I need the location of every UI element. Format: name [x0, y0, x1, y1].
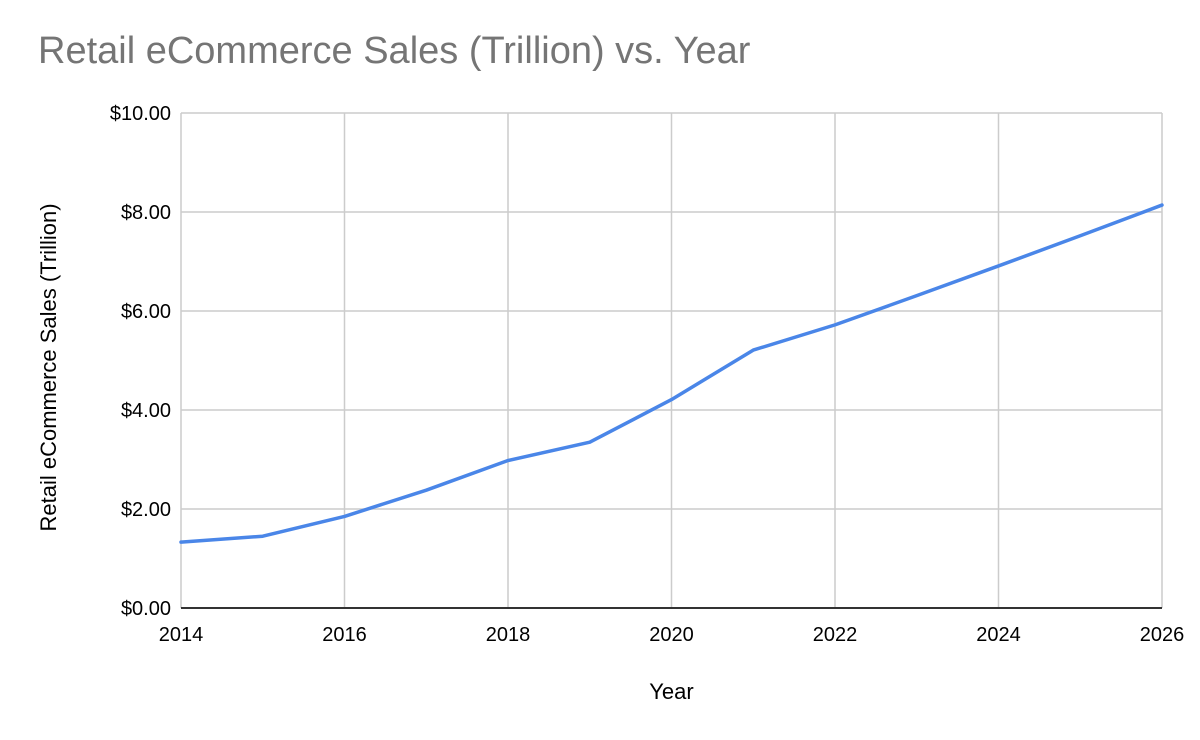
x-tick-label: 2026	[1140, 624, 1185, 646]
y-tick-label: $2.00	[121, 499, 171, 521]
x-tick-label: 2018	[486, 624, 531, 646]
x-tick-label: 2016	[322, 624, 367, 646]
grid-lines	[180, 112, 1163, 609]
series-group	[179, 203, 1164, 544]
y-tick-label: $4.00	[121, 400, 171, 422]
y-tick-label: $10.00	[110, 103, 171, 125]
y-axis-ticks: $0.00 $2.00 $4.00 $6.00 $8.00 $10.00	[110, 103, 171, 620]
x-tick-label: 2014	[159, 624, 204, 646]
y-tick-label: $0.00	[121, 598, 171, 620]
x-tick-label: 2022	[813, 624, 858, 646]
y-tick-label: $8.00	[121, 202, 171, 224]
series-line	[179, 203, 1164, 544]
y-axis-title: Retail eCommerce Sales (Trillion)	[36, 203, 61, 531]
x-axis-ticks: 2014 2016 2018 2020 2022 2024 2026	[159, 624, 1185, 646]
chart-title: Retail eCommerce Sales (Trillion) vs. Ye…	[38, 30, 751, 72]
x-tick-label: 2024	[976, 624, 1021, 646]
x-axis-title: Year	[649, 679, 693, 704]
x-tick-label: 2020	[649, 624, 694, 646]
y-tick-label: $6.00	[121, 301, 171, 323]
